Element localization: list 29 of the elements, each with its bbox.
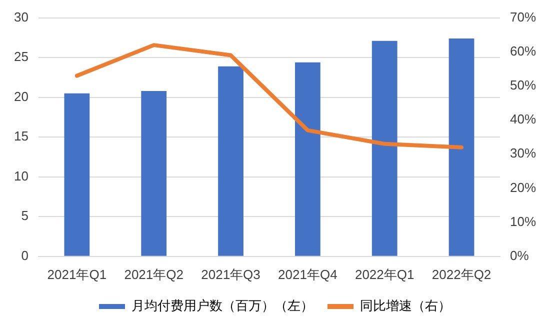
y2-tick-label: 50%: [510, 78, 536, 93]
bar: [372, 40, 398, 256]
x-tick-label: 2021年Q3: [201, 266, 260, 282]
y2-tick-label: 60%: [510, 43, 536, 58]
y2-tick-label: 40%: [510, 112, 536, 127]
y-tick-label: 20: [14, 88, 28, 104]
y2-tick-label: 0%: [510, 248, 530, 263]
x-tick-label: 2021年Q4: [278, 266, 338, 282]
x-tick-label: 2021年Q2: [124, 266, 184, 282]
y2-tick-label: 10%: [510, 214, 536, 229]
y-tick-label: 15: [14, 128, 28, 144]
x-tick-label: 2022年Q1: [354, 266, 414, 282]
bar: [294, 62, 320, 256]
bar: [218, 66, 244, 256]
y2-tick-label: 20%: [510, 180, 536, 195]
y-tick-label: 10: [14, 168, 28, 184]
bar: [448, 38, 474, 256]
bar: [64, 93, 90, 256]
x-tick-label: 2021年Q1: [47, 266, 107, 282]
y-tick-label: 25: [14, 49, 28, 64]
y-tick-label: 0: [21, 248, 28, 263]
bar: [141, 90, 167, 256]
y-tick-label: 5: [21, 208, 28, 224]
legend-label: 同比增速（右）: [360, 298, 451, 314]
y2-tick-label: 30%: [510, 146, 536, 161]
y-tick-label: 30: [14, 9, 28, 24]
x-tick-label: 2022年Q2: [432, 266, 492, 282]
y2-tick-label: 70%: [510, 9, 536, 24]
legend-label: 月均付费用户数（百万）（左）: [132, 298, 314, 314]
